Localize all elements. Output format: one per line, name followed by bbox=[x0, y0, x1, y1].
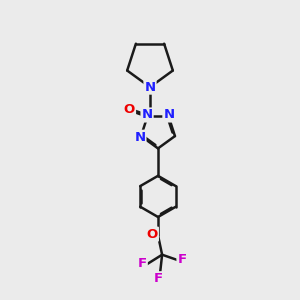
Text: F: F bbox=[177, 253, 187, 266]
Text: N: N bbox=[134, 131, 146, 144]
Text: N: N bbox=[142, 109, 153, 122]
Text: F: F bbox=[138, 257, 147, 270]
Text: N: N bbox=[144, 81, 156, 94]
Text: F: F bbox=[154, 272, 163, 285]
Text: N: N bbox=[164, 109, 175, 122]
Text: O: O bbox=[147, 228, 158, 241]
Text: O: O bbox=[124, 103, 135, 116]
